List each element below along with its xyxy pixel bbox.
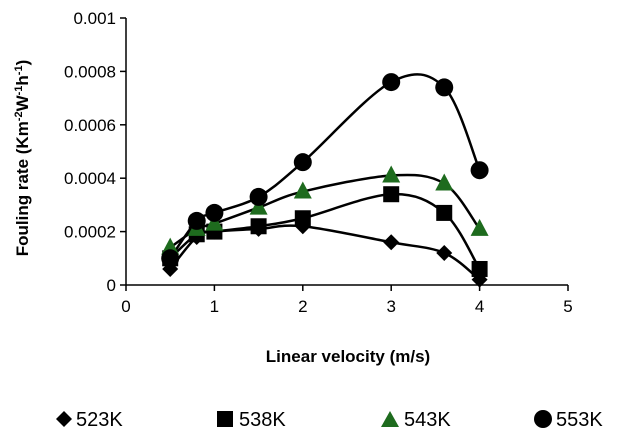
point-543k [435,173,454,191]
point-523k [383,234,400,251]
legend-circle-icon [534,410,552,428]
x-tick-label: 1 [210,297,219,316]
point-553k [382,73,401,92]
point-543k [161,237,180,255]
legend-item-543k: 543K [381,409,451,431]
legend: 523K 538K 543K 553K [56,409,603,431]
x-tick-label: 2 [298,297,307,316]
legend-item-538k: 538K [217,409,286,431]
legend-square-icon [217,411,233,427]
point-538k [383,186,400,203]
legend-label-543k: 543K [404,409,451,431]
point-553k [205,203,224,222]
point-543k [382,165,401,183]
point-543k [249,197,268,215]
point-538k [436,204,453,221]
point-553k [470,161,489,180]
x-tick-label: 5 [563,297,572,316]
data-markers [161,73,489,288]
legend-label-523k: 523K [76,409,123,431]
x-tick-label: 3 [386,297,395,316]
legend-item-553k: 553K [534,409,603,431]
y-tick-labels: 0 0.0002 0.0004 0.0006 0.0008 0.001 [64,9,116,295]
x-tick-label: 4 [475,297,484,316]
x-axis-title: Linear velocity (m/s) [266,347,430,366]
y-tick-label: 0.0002 [64,223,116,242]
point-538k [250,218,267,235]
legend-label-553k: 553K [556,409,603,431]
y-tick-label: 0 [107,276,116,295]
legend-item-523k: 523K [56,409,123,431]
point-523k [436,244,453,261]
point-553k [161,249,180,268]
legend-triangle-icon [381,411,399,427]
point-553k [293,153,312,172]
y-tick-label: 0.0004 [64,169,116,188]
point-543k [470,218,489,236]
axes [120,17,569,291]
x-tick-labels: 0 1 2 3 4 5 [121,297,572,316]
point-538k [471,260,488,277]
x-tick-label: 0 [121,297,130,316]
point-553k [249,187,268,206]
y-tick-label: 0.001 [73,9,116,28]
y-tick-label: 0.0006 [64,116,116,135]
point-553k [187,211,206,230]
point-553k [435,78,454,97]
legend-label-538k: 538K [239,409,286,431]
point-538k [294,210,311,227]
y-axis-title: Fouling rate (Km-2W-1h-1) [13,60,32,257]
legend-diamond-icon [56,411,72,427]
point-543k [205,213,224,231]
fitted-curves [169,73,481,281]
point-543k [293,181,312,199]
y-tick-label: 0.0008 [64,62,116,81]
